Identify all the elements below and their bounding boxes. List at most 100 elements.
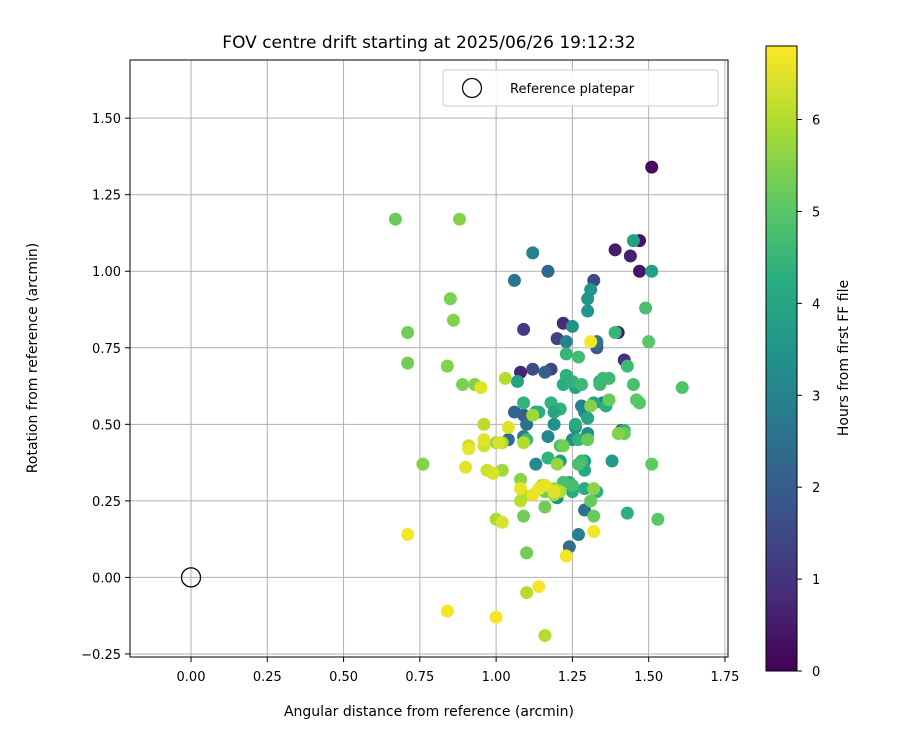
x-tick-label: 1.25 <box>558 670 587 685</box>
data-point <box>538 629 552 643</box>
data-point <box>565 319 579 333</box>
data-point <box>416 457 430 471</box>
data-point <box>541 430 555 444</box>
data-point <box>477 433 491 447</box>
data-point <box>474 381 488 395</box>
data-point <box>550 457 564 471</box>
colorbar-tick-label: 0 <box>812 665 820 680</box>
data-point <box>608 243 622 257</box>
x-tick-label: 1.75 <box>710 670 739 685</box>
data-point <box>584 494 598 508</box>
data-point <box>459 460 473 474</box>
data-point <box>440 359 454 373</box>
data-point <box>510 374 524 388</box>
x-tick-label: 0.50 <box>329 670 358 685</box>
data-point <box>495 515 509 529</box>
data-point <box>645 457 659 471</box>
data-point <box>517 436 531 450</box>
data-point <box>547 417 561 431</box>
x-tick-label: 0.25 <box>253 670 282 685</box>
data-point <box>520 546 534 560</box>
data-point <box>388 212 402 226</box>
data-point <box>675 381 689 395</box>
y-axis-ticks: −0.25 0.00 0.25 0.50 0.75 1.00 1.25 1.50 <box>81 112 130 663</box>
data-point <box>538 365 552 379</box>
data-point <box>440 604 454 618</box>
data-point <box>489 610 503 624</box>
data-point <box>587 524 601 538</box>
legend-box <box>442 69 719 107</box>
data-point <box>492 436 506 450</box>
data-point <box>453 212 467 226</box>
data-point <box>462 442 476 456</box>
legend-marker-icon <box>461 77 483 99</box>
data-point <box>501 420 515 434</box>
colorbar-gradient <box>765 45 798 672</box>
data-point <box>507 405 521 419</box>
data-point <box>556 439 570 453</box>
data-point <box>456 378 470 392</box>
data-point <box>581 411 595 425</box>
data-point <box>626 234 640 248</box>
data-point <box>541 264 555 278</box>
data-point <box>529 457 543 471</box>
data-point <box>568 417 582 431</box>
data-point <box>572 528 585 542</box>
y-tick-label: 0.25 <box>92 495 121 510</box>
data-point <box>651 512 665 526</box>
data-point <box>532 580 546 594</box>
legend-label: Reference platepar <box>510 82 635 97</box>
data-point <box>559 549 573 563</box>
data-point <box>507 273 521 287</box>
data-point <box>514 472 528 486</box>
colorbar-tick-label: 4 <box>812 297 820 312</box>
data-point <box>517 322 531 336</box>
data-point <box>401 528 415 542</box>
data-point <box>605 454 619 468</box>
chart-title: FOV centre drift starting at 2025/06/26 … <box>222 33 635 53</box>
data-point <box>645 160 659 174</box>
data-point <box>446 313 460 327</box>
data-point <box>581 433 595 447</box>
data-point <box>538 500 552 514</box>
data-point <box>526 246 540 260</box>
data-point <box>443 292 457 306</box>
data-point <box>575 378 589 392</box>
data-point <box>620 359 634 373</box>
data-point <box>620 506 634 520</box>
data-point <box>602 371 616 385</box>
data-point <box>559 347 573 361</box>
data-point <box>587 482 601 496</box>
colorbar-tick-label: 2 <box>812 481 820 496</box>
data-point <box>541 451 555 465</box>
x-tick-label: 0.00 <box>177 670 206 685</box>
y-tick-label: 1.00 <box>92 265 121 280</box>
data-point <box>578 503 592 517</box>
y-tick-label: −0.25 <box>81 648 121 663</box>
data-point <box>626 378 640 392</box>
data-point <box>520 417 534 431</box>
colorbar-tick-label: 5 <box>812 205 820 220</box>
colorbar-tick-label: 6 <box>812 114 820 129</box>
data-point <box>526 408 540 422</box>
data-point <box>514 482 528 496</box>
x-tick-label: 1.00 <box>482 670 511 685</box>
data-point <box>639 301 653 315</box>
y-tick-label: 0.00 <box>92 571 121 586</box>
data-point <box>401 325 415 339</box>
colorbar: 0 1 2 3 4 5 6 Hours from first FF file <box>765 45 852 680</box>
data-point <box>642 335 656 349</box>
data-point <box>572 433 585 447</box>
x-tick-label: 0.75 <box>405 670 434 685</box>
data-point <box>572 350 585 364</box>
data-points <box>388 160 689 643</box>
data-point <box>645 264 659 278</box>
x-axis-title: Angular distance from reference (arcmin) <box>284 704 574 720</box>
data-point <box>581 304 595 318</box>
data-point <box>584 283 598 297</box>
data-point <box>611 427 625 441</box>
data-point <box>547 485 561 499</box>
colorbar-tick-label: 3 <box>812 389 820 404</box>
reference-platepar-marker <box>180 567 202 588</box>
